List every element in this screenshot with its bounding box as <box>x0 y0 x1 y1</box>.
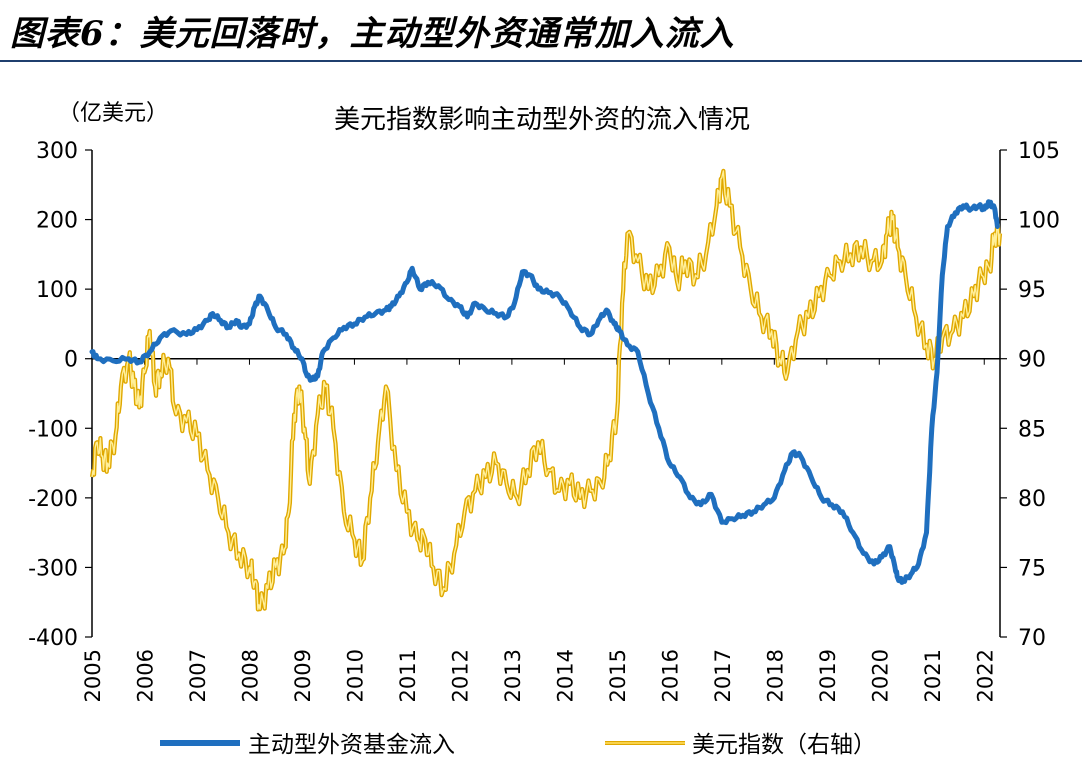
x-tick-label: 2006 <box>133 649 157 702</box>
x-tick-label: 2018 <box>763 649 787 702</box>
left-tick-label: 100 <box>36 278 78 303</box>
left-tick-label: -100 <box>28 417 78 442</box>
chart-title: 美元指数影响主动型外资的流入情况 <box>334 105 750 135</box>
x-tick-label: 2012 <box>448 649 472 702</box>
left-tick-label: -400 <box>28 626 78 651</box>
legend-label-series1: 主动型外资基金流入 <box>248 732 455 758</box>
x-tick-label: 2022 <box>973 649 997 702</box>
series-foreign-fund-inflow-line <box>89 199 1000 585</box>
left-tick-label: -200 <box>28 487 78 512</box>
x-tick-label: 2017 <box>711 649 735 702</box>
header-title: 图表6：美元回落时，主动型外资通常加入流入 <box>10 14 735 54</box>
left-tick-label: 200 <box>36 209 78 234</box>
x-tick-label: 2021 <box>921 649 945 702</box>
right-tick-label: 75 <box>1018 556 1046 581</box>
plot-area <box>89 168 1003 612</box>
header-divider <box>0 60 1082 62</box>
right-tick-label: 80 <box>1018 487 1046 512</box>
right-tick-label: 90 <box>1018 348 1046 373</box>
axes: 300 200 100 0 -100 -200 -300 -400 105 100 95 90 85 80… <box>28 139 1060 702</box>
x-tick-label: 2009 <box>291 649 315 702</box>
series-usd-index-outline <box>89 168 1003 612</box>
x-tick-label: 2005 <box>81 649 105 702</box>
right-tick-label: 105 <box>1018 139 1060 164</box>
series-usd-index-line <box>91 170 1001 611</box>
x-tick-label: 2015 <box>606 649 630 702</box>
x-tick-label: 2010 <box>343 649 367 702</box>
x-tick-label: 2007 <box>186 649 210 702</box>
left-tick-label: 300 <box>36 139 78 164</box>
x-tick-label: 2019 <box>816 649 840 702</box>
right-tick-label: 95 <box>1018 278 1046 303</box>
left-tick-label: -300 <box>28 556 78 581</box>
x-tick-label: 2008 <box>238 649 262 702</box>
left-axis-unit: （亿美元） <box>58 101 168 126</box>
right-tick-label: 85 <box>1018 417 1046 442</box>
right-tick-label: 70 <box>1018 626 1046 651</box>
legend: 主动型外资基金流入 美元指数（右轴） <box>160 732 876 758</box>
x-tick-label: 2013 <box>501 649 525 702</box>
x-tick-label: 2020 <box>868 649 892 702</box>
x-tick-label: 2011 <box>396 649 420 702</box>
legend-label-series2: 美元指数（右轴） <box>692 732 876 758</box>
x-tick-label: 2016 <box>658 649 682 702</box>
x-tick-label: 2014 <box>553 649 577 702</box>
left-tick-label: 0 <box>64 348 78 373</box>
right-tick-label: 100 <box>1018 209 1060 234</box>
